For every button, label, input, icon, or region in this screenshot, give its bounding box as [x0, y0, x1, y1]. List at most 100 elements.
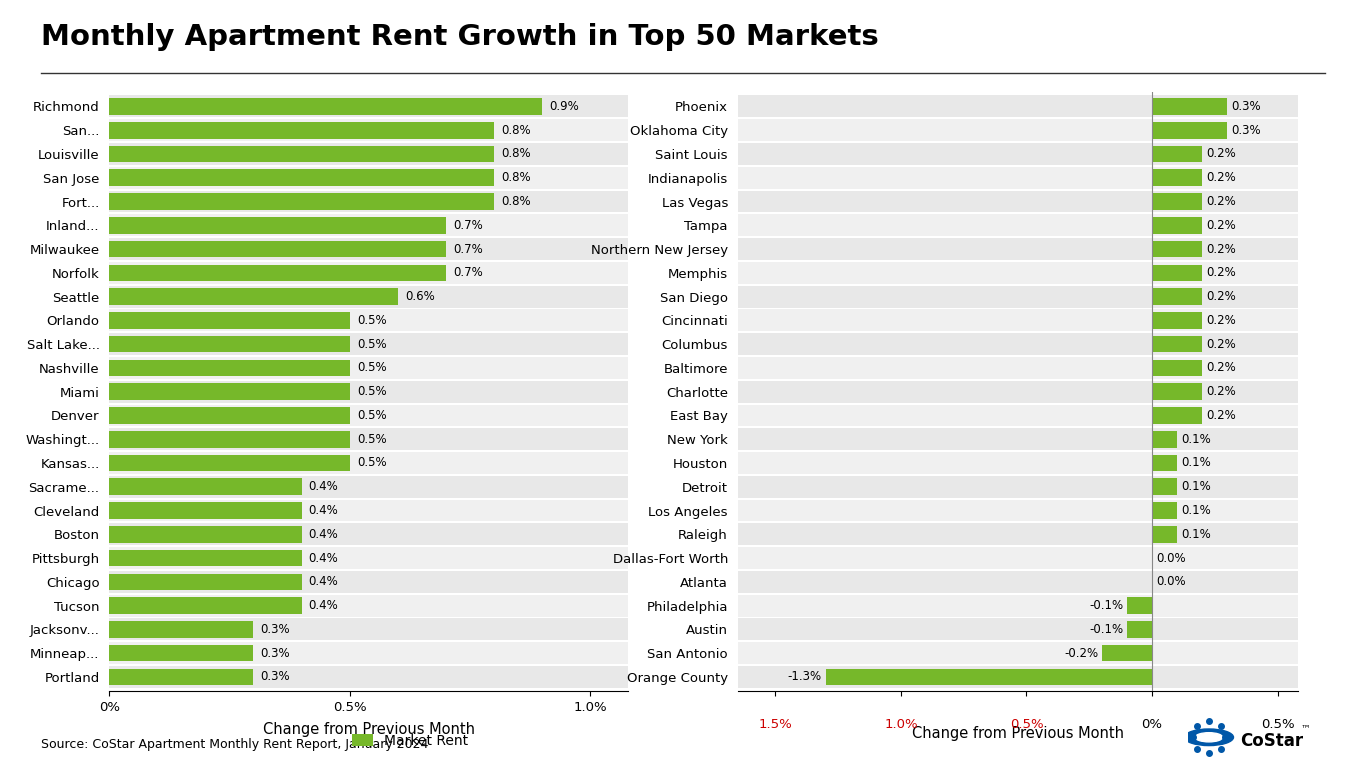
Bar	[109, 669, 254, 685]
Text: 0.7%: 0.7%	[454, 266, 482, 280]
Bar	[1152, 240, 1202, 257]
Text: 0.5%: 0.5%	[357, 409, 387, 422]
Text: 0.1%: 0.1%	[1182, 432, 1210, 445]
Bar	[738, 405, 1298, 426]
Bar	[109, 333, 628, 355]
Text: 0.2%: 0.2%	[1206, 171, 1236, 184]
Text: 0.8%: 0.8%	[501, 171, 530, 184]
Bar	[109, 574, 302, 590]
Bar	[109, 381, 628, 402]
Text: 0.1%: 0.1%	[1182, 456, 1210, 469]
Bar	[109, 238, 628, 260]
Text: 0.3%: 0.3%	[261, 647, 291, 660]
Bar	[109, 429, 628, 450]
Bar	[738, 119, 1298, 141]
Text: 0.5%: 0.5%	[1261, 718, 1295, 731]
Bar	[738, 500, 1298, 521]
Bar	[738, 95, 1298, 118]
Bar	[109, 476, 628, 498]
Bar	[109, 666, 628, 688]
Bar	[1152, 455, 1177, 472]
Bar	[1152, 336, 1202, 353]
Bar	[738, 618, 1298, 641]
Text: Source: CoStar Apartment Monthly Rent Report, January 2024: Source: CoStar Apartment Monthly Rent Re…	[41, 738, 429, 751]
Bar	[1152, 146, 1202, 162]
Bar	[109, 407, 350, 424]
Text: 0.8%: 0.8%	[501, 147, 530, 161]
Bar	[109, 598, 302, 614]
Bar	[109, 431, 350, 448]
Text: 0%: 0%	[1142, 718, 1162, 731]
Text: 0.2%: 0.2%	[1206, 195, 1236, 208]
Bar	[1102, 645, 1152, 661]
Bar	[738, 547, 1298, 569]
Bar	[109, 170, 493, 186]
Text: 0.3%: 0.3%	[1231, 124, 1261, 137]
Bar	[1152, 383, 1202, 400]
Bar	[109, 526, 302, 543]
Bar	[109, 645, 254, 661]
Bar	[109, 95, 628, 118]
Bar	[109, 122, 493, 138]
Bar	[109, 312, 350, 329]
Circle shape	[1195, 733, 1223, 742]
Bar	[109, 240, 445, 257]
Bar	[109, 190, 628, 213]
Text: -0.1%: -0.1%	[1089, 623, 1123, 636]
Bar	[109, 547, 628, 569]
Bar	[109, 217, 445, 233]
X-axis label: Change from Previous Month: Change from Previous Month	[911, 726, 1124, 741]
Bar	[738, 571, 1298, 593]
Text: 0.5%: 0.5%	[357, 456, 387, 469]
Bar	[109, 359, 350, 376]
Text: 0.2%: 0.2%	[1206, 362, 1236, 375]
Text: 0.4%: 0.4%	[309, 504, 339, 517]
Bar	[109, 310, 628, 331]
Bar	[738, 238, 1298, 260]
Text: 0.8%: 0.8%	[501, 195, 530, 208]
Text: 0.4%: 0.4%	[309, 480, 339, 493]
Bar	[738, 333, 1298, 355]
X-axis label: Change from Previous Month: Change from Previous Month	[262, 722, 475, 737]
Bar	[738, 452, 1298, 474]
Text: 0.2%: 0.2%	[1206, 219, 1236, 232]
Bar	[1152, 288, 1202, 305]
Bar	[825, 669, 1152, 685]
Bar	[109, 98, 542, 114]
Text: -1.3%: -1.3%	[788, 670, 822, 684]
Text: 0.2%: 0.2%	[1206, 266, 1236, 280]
Text: 0.2%: 0.2%	[1206, 147, 1236, 161]
Bar	[109, 167, 628, 189]
Bar	[1152, 264, 1202, 281]
Text: Monthly Apartment Rent Growth in Top 50 Markets: Monthly Apartment Rent Growth in Top 50 …	[41, 23, 878, 51]
Bar	[109, 452, 628, 474]
Bar	[109, 594, 628, 617]
Bar	[109, 288, 398, 305]
Bar	[109, 478, 302, 495]
Bar	[109, 500, 628, 521]
Text: 0.4%: 0.4%	[309, 551, 339, 564]
Text: 0.2%: 0.2%	[1206, 338, 1236, 351]
Text: 1.5%: 1.5%	[758, 718, 792, 731]
Bar	[109, 383, 350, 400]
Legend: Market Rent: Market Rent	[346, 728, 474, 753]
Bar	[738, 310, 1298, 331]
Bar	[109, 502, 302, 519]
Text: 0.7%: 0.7%	[454, 219, 482, 232]
Text: 0.2%: 0.2%	[1206, 243, 1236, 256]
Bar	[738, 594, 1298, 617]
Bar	[738, 214, 1298, 237]
Text: 0.1%: 0.1%	[1182, 528, 1210, 541]
Bar	[109, 262, 628, 283]
Text: 0.4%: 0.4%	[309, 528, 339, 541]
Bar	[1127, 621, 1152, 637]
Text: 0.2%: 0.2%	[1206, 290, 1236, 303]
Bar	[1152, 194, 1202, 210]
Text: 0.5%: 0.5%	[357, 338, 387, 351]
Bar	[109, 455, 350, 472]
Text: 0.5%: 0.5%	[357, 362, 387, 375]
Bar	[109, 286, 628, 307]
Bar	[109, 523, 628, 545]
Bar	[738, 167, 1298, 189]
Text: 0.0%: 0.0%	[1156, 551, 1186, 564]
